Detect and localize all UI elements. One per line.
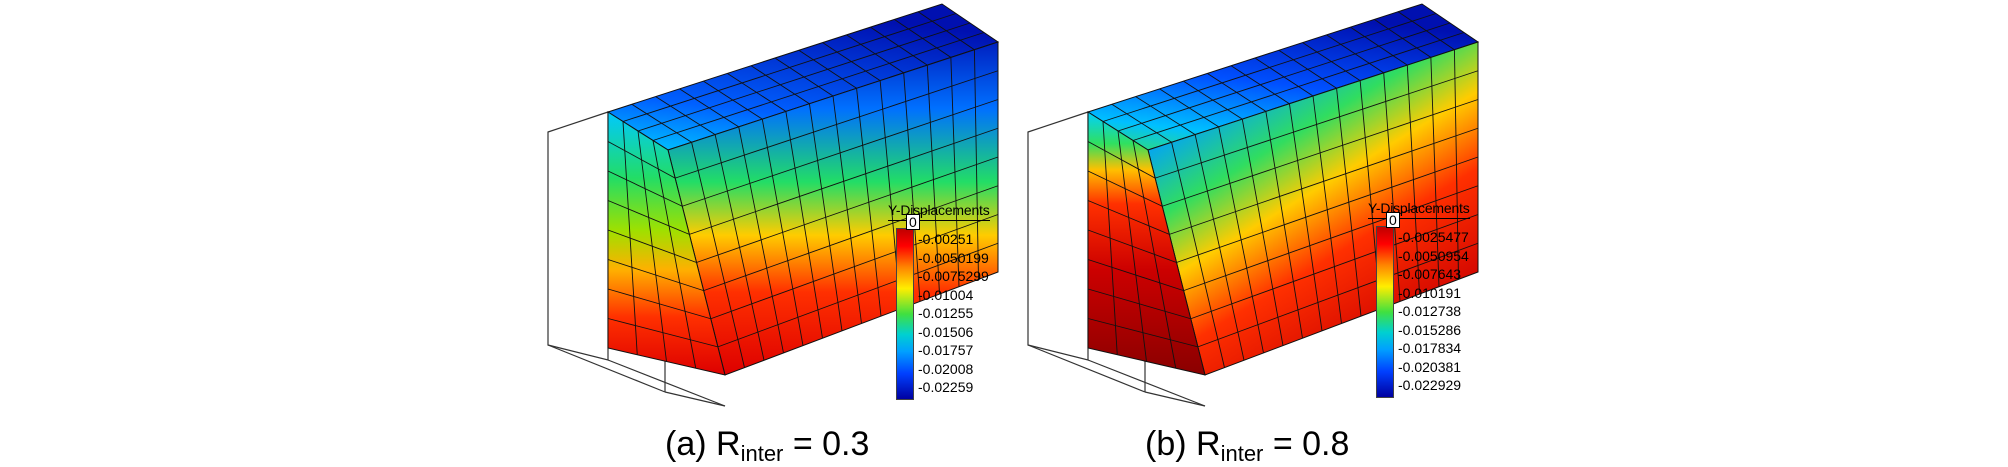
legend-tick-label: -0.010191 xyxy=(1398,286,1461,300)
legend-tick-label: -0.017834 xyxy=(1398,341,1461,355)
legend-tick-label: -0.012738 xyxy=(1398,304,1461,318)
mesh-figure-b xyxy=(0,0,2008,420)
legend-tick-label: -0.0050954 xyxy=(1398,249,1469,263)
legend-title: Y-Displacements xyxy=(1368,200,1470,216)
legend-tick-label: -0.020381 xyxy=(1398,360,1461,374)
caption-b: (b) Rinter = 0.8 xyxy=(1145,425,1349,467)
legend-tick-label: -0.007643 xyxy=(1398,267,1461,281)
legend-tick-label: -0.022929 xyxy=(1398,378,1461,392)
legend-tick-label: -0.0025477 xyxy=(1398,230,1469,244)
legend-tick-label: -0.015286 xyxy=(1398,323,1461,337)
legend-colorbar xyxy=(1376,226,1394,398)
legend-zero-label: 0 xyxy=(1386,212,1400,228)
